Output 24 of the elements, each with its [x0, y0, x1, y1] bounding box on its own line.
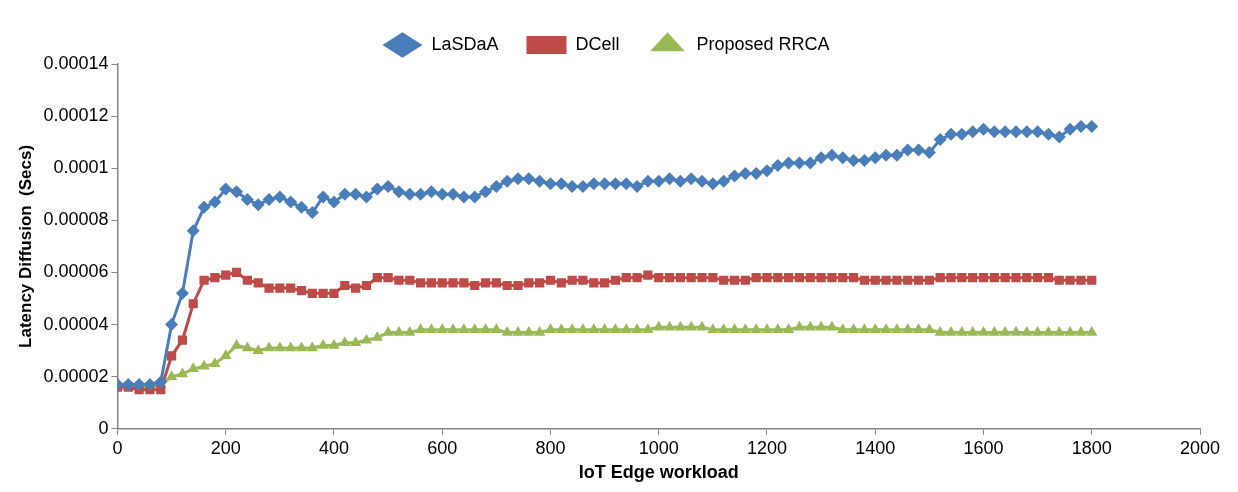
- x-tick-label: 1800: [1071, 437, 1112, 458]
- x-tick-label: 400: [318, 437, 349, 458]
- x-tick-label: 0: [112, 437, 123, 458]
- x-tick-label: 1200: [746, 437, 788, 458]
- y-tick-label: 0.00014: [43, 52, 109, 73]
- x-tick-label: 2000: [1179, 437, 1221, 458]
- x-tick-label: 600: [427, 437, 458, 458]
- y-tick-label: 0: [98, 417, 109, 438]
- legend-label: LaSDaA: [431, 33, 499, 54]
- x-tick-label: 1400: [855, 437, 896, 458]
- y-tick-label: 0.00004: [43, 313, 109, 334]
- y-tick-label: 0.00008: [43, 209, 109, 230]
- x-tick-label: 1600: [963, 437, 1004, 458]
- x-tick-label: 800: [535, 437, 566, 458]
- y-tick-label: 0.00002: [43, 365, 109, 386]
- x-tick-label: 200: [210, 437, 241, 458]
- x-axis-title: IoT Edge workload: [578, 462, 739, 483]
- y-axis-title: Latency Diffusion (Secs): [15, 144, 35, 348]
- y-tick-label: 0.00012: [43, 105, 109, 126]
- y-tick-label: 0.0001: [53, 157, 109, 178]
- y-tick-label: 0.00006: [43, 261, 109, 282]
- x-tick-label: 1000: [638, 437, 679, 458]
- legend-label: DCell: [575, 33, 620, 54]
- legend-label: Proposed RRCA: [696, 33, 830, 54]
